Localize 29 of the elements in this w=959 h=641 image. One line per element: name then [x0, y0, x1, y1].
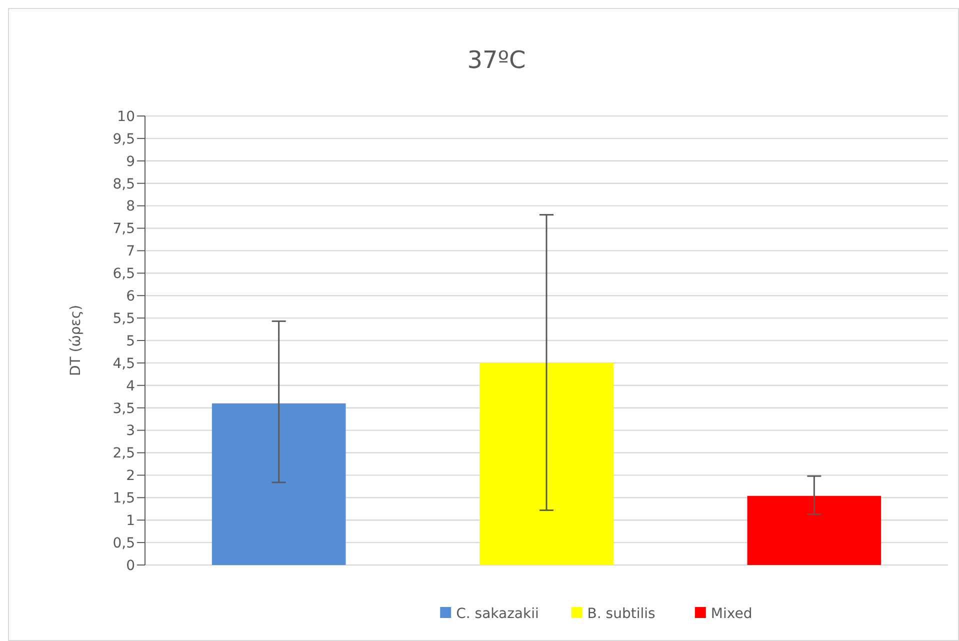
y-tick-label: 7: [126, 244, 135, 260]
y-tick-label: 0: [126, 558, 135, 574]
legend-label: B. subtilis: [587, 606, 656, 622]
y-tick-label: 3: [126, 423, 135, 440]
bar: [212, 403, 346, 565]
legend-label: Mixed: [710, 606, 752, 622]
y-tick-label: 1: [126, 513, 135, 529]
y-tick-label: 6: [126, 288, 136, 304]
legend-label: C. sakazakii: [456, 606, 539, 622]
y-tick-label: 6,5: [112, 266, 135, 282]
y-tick-label: 2,5: [112, 446, 135, 462]
bar: [480, 362, 614, 565]
y-tick-label: 9: [126, 154, 135, 170]
y-tick-label: 4,5: [112, 356, 135, 372]
y-axis-title: DT (ώρες): [68, 304, 84, 376]
bar: [747, 496, 882, 565]
y-tick-label: 5: [126, 333, 135, 350]
chart-title: 37ºC: [467, 46, 526, 74]
y-tick-label: 5,5: [112, 310, 135, 327]
y-tick-label: 10: [117, 108, 135, 125]
y-tick-label: 7,5: [112, 221, 135, 238]
y-tick-label: 4: [126, 378, 136, 394]
y-tick-label: 3,5: [112, 400, 135, 417]
y-tick-label: 9,5: [112, 131, 135, 148]
y-tick-label: 0,5: [112, 535, 135, 552]
y-tick-label: 8,5: [112, 176, 135, 192]
y-tick-label: 2: [126, 468, 135, 484]
y-tick-label: 8: [126, 198, 135, 215]
y-tick-label: 1,5: [112, 490, 135, 507]
